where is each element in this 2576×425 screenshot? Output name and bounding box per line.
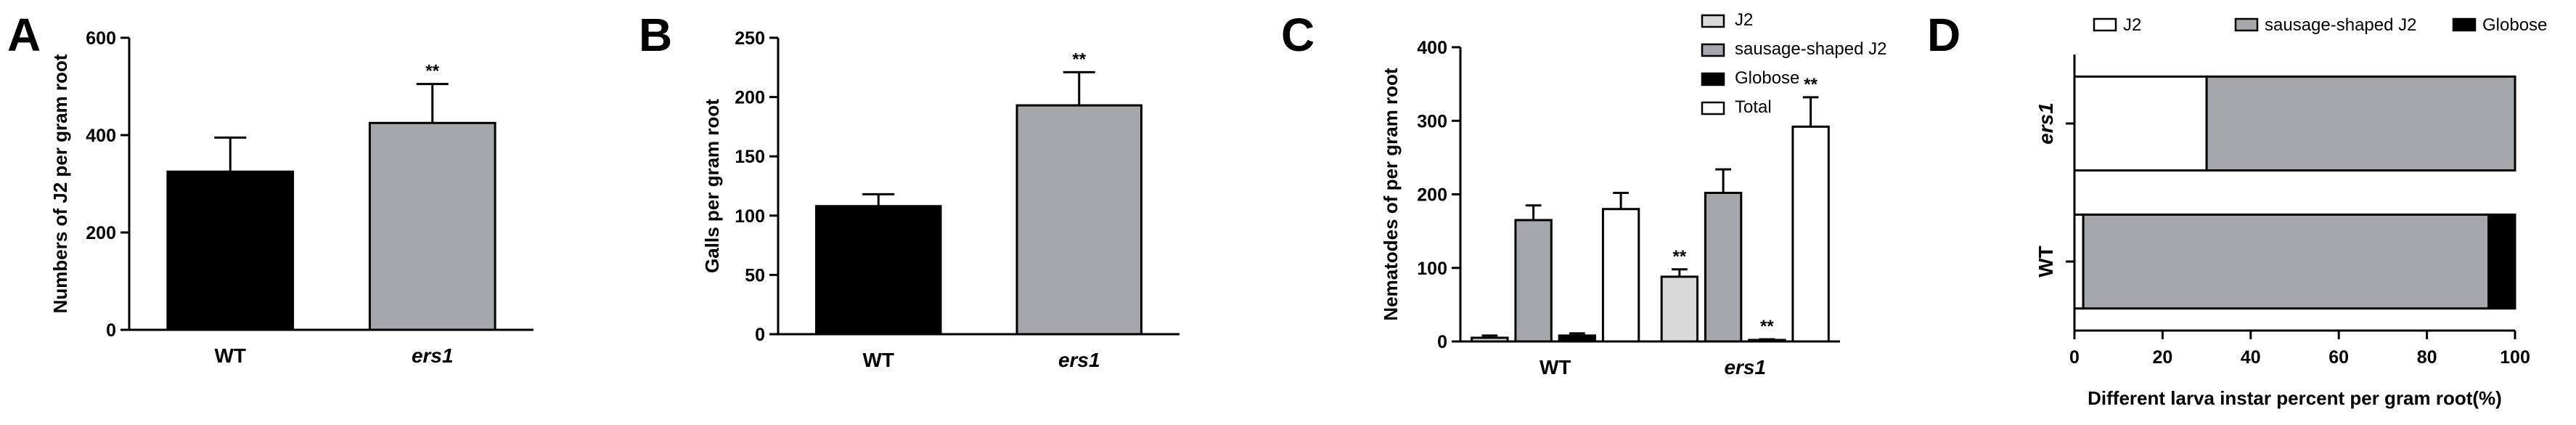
chart-d-x-axis-title: Different larva instar percent per gram … — [2088, 387, 2502, 409]
chart-a-category-label-0: WT — [214, 344, 246, 367]
panel-label-d: D — [1927, 9, 1960, 61]
chart-d-bar-0-0 — [2073, 75, 2208, 172]
chart-c-bar-1-0 — [1514, 219, 1553, 343]
chart-d-category-label-1: WT — [2035, 246, 2057, 278]
chart-c-ytick-label-0: 0 — [1437, 332, 1447, 352]
chart-b-ytick-label-0: 0 — [755, 325, 765, 345]
chart-c-legend-swatch-0 — [1701, 14, 1725, 28]
chart-d-category-label-0: ers1 — [2035, 102, 2057, 145]
chart-d-legend-label-2: Globose — [2482, 15, 2547, 35]
chart-c-ytick-label-4: 400 — [1417, 38, 1447, 58]
chart-d-bar-1-0 — [2205, 75, 2516, 172]
chart-b-ytick-label-1: 50 — [745, 265, 765, 286]
chart-b-category-label-1: ers1 — [1058, 349, 1100, 371]
panel-label-a: A — [7, 9, 41, 61]
chart-d-legend-swatch-1 — [2234, 17, 2259, 32]
chart-b-ytick-label-2: 100 — [735, 206, 765, 227]
chart-c-legend-label-2: Globose — [1735, 68, 1799, 88]
chart-c-legend-swatch-1 — [1701, 43, 1725, 57]
chart-a-ytick-label-2: 400 — [86, 126, 116, 146]
chart-c-bar-3-0 — [1601, 208, 1640, 343]
chart-b-y-axis-title: Galls per gram root — [701, 99, 723, 273]
chart-d-xtick-label-4: 80 — [2417, 347, 2437, 368]
chart-c-ytick-label-2: 200 — [1417, 185, 1447, 206]
chart-a-ytick-label-3: 600 — [86, 28, 116, 49]
chart-c-significance-0-1: ** — [1673, 247, 1687, 267]
chart-b-category-label-0: WT — [862, 349, 894, 371]
chart-c-legend-label-1: sausage-shaped J2 — [1735, 39, 1886, 59]
chart-d-xtick-label-0: 0 — [2069, 347, 2080, 368]
panel-label-b: B — [639, 9, 672, 61]
chart-a-category-label-1: ers1 — [412, 344, 454, 367]
chart-a-bar-0-1 — [368, 121, 496, 331]
chart-c-bar-0-1 — [1660, 275, 1699, 343]
chart-c-legend-label-3: Total — [1735, 97, 1772, 117]
chart-c-bar-2-1 — [1748, 339, 1786, 343]
chart-c-significance-3-1: ** — [1804, 75, 1817, 94]
chart-b-ytick-label-3: 150 — [735, 147, 765, 167]
chart-c-bar-3-1 — [1791, 125, 1830, 343]
chart-d-bar-1-1 — [2082, 213, 2490, 310]
chart-d-xtick-label-2: 40 — [2241, 347, 2261, 368]
chart-b-bar-0-1 — [1015, 104, 1142, 336]
chart-d-xtick-label-5: 100 — [2500, 347, 2530, 368]
chart-a-bar-0-0 — [166, 170, 295, 331]
chart-c-bar-1-1 — [1704, 191, 1743, 343]
chart-a-y-axis-title: Numbers of J2 per gram root — [49, 54, 71, 313]
chart-c-category-label-1: ers1 — [1724, 356, 1766, 379]
chart-c-legend-swatch-2 — [1701, 72, 1725, 86]
chart-c-category-label-0: WT — [1540, 356, 1571, 379]
chart-c-legend-swatch-3 — [1701, 101, 1725, 116]
chart-c-ytick-label-1: 100 — [1417, 259, 1447, 279]
chart-b-bar-0-0 — [815, 205, 942, 336]
panel-b: B 0 50 100 150 200 250 Galls per gram root WT **… — [639, 9, 1179, 371]
chart-a-significance-0-1: ** — [425, 62, 439, 81]
panel-d: D 0 20 40 60 80 100 Different larva instar per… — [1927, 9, 2547, 409]
chart-b-ytick-label-4: 200 — [735, 88, 765, 108]
chart-c-significance-2-1: ** — [1760, 317, 1774, 336]
chart-c-bar-0-0 — [1471, 336, 1509, 343]
chart-d-legend-swatch-0 — [2093, 17, 2117, 32]
chart-d-legend-label-0: J2 — [2123, 15, 2141, 35]
panel-a: A 0 200 400 600 Numbers of J2 per gram root W… — [7, 9, 533, 367]
chart-a-ytick-label-1: 200 — [86, 223, 116, 243]
panel-c: C 0 100 200 300 400 Nematodes of per gram roo… — [1281, 9, 1886, 379]
chart-c-ytick-label-3: 300 — [1417, 111, 1447, 131]
chart-d-bar-2-1 — [2487, 213, 2516, 310]
chart-a-ytick-label-0: 0 — [106, 320, 116, 341]
chart-d-legend-label-1: sausage-shaped J2 — [2265, 15, 2416, 35]
chart-c-legend-label-0: J2 — [1735, 10, 1753, 30]
chart-c-bar-2-0 — [1558, 334, 1597, 343]
chart-d-bar-0-1 — [2073, 213, 2085, 310]
chart-d-xtick-label-1: 20 — [2152, 347, 2172, 368]
chart-b-significance-0-1: ** — [1072, 49, 1086, 69]
chart-c-y-axis-title: Nematodes of per gram root — [1380, 68, 1402, 321]
panel-label-c: C — [1281, 9, 1314, 61]
chart-b-ytick-label-5: 250 — [735, 28, 765, 49]
chart-d-legend-swatch-2 — [2452, 17, 2477, 32]
chart-d-xtick-label-3: 60 — [2328, 347, 2349, 368]
